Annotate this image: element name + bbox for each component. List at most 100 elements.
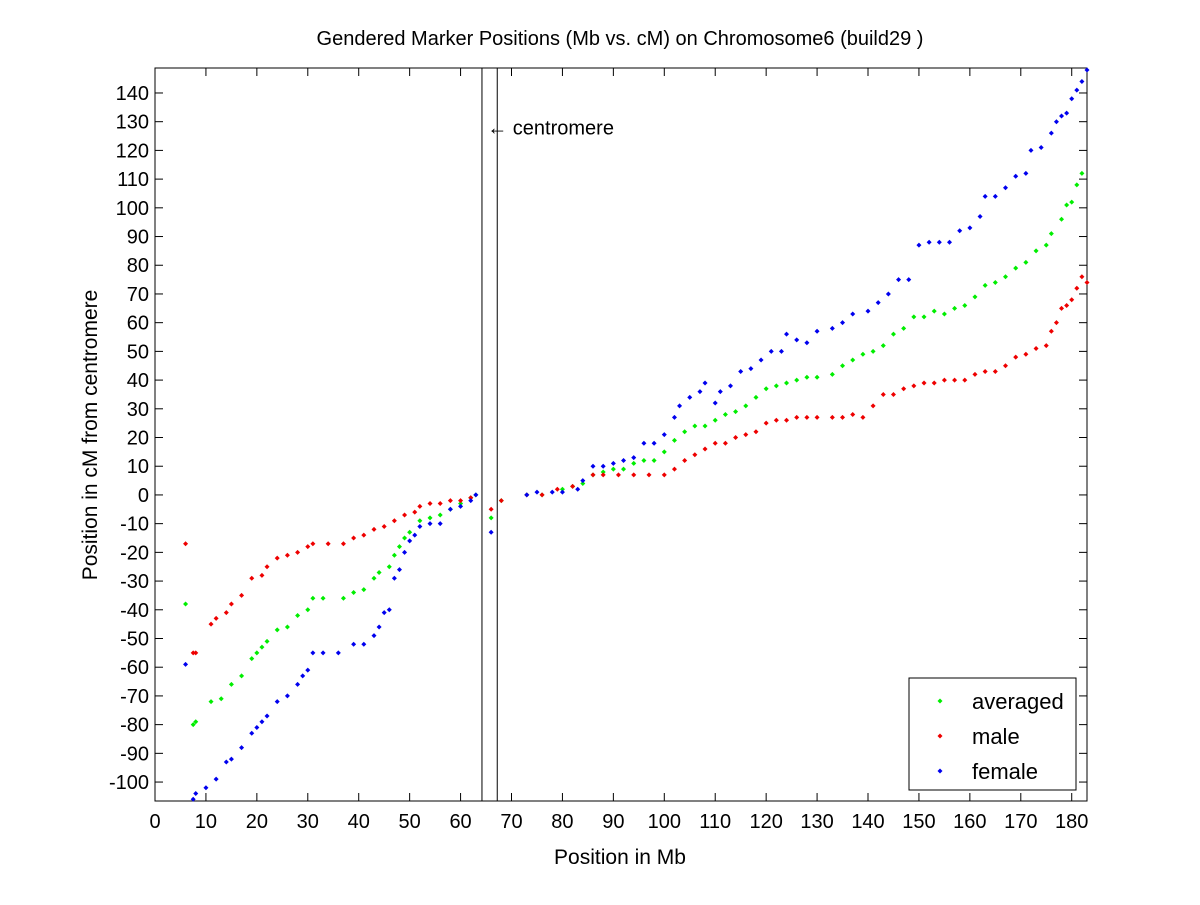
data-point-averaged [952,305,958,311]
data-point-averaged [722,412,728,418]
y-tick-label: 30 [127,399,149,421]
data-point-averaged [870,348,876,354]
data-point-averaged [671,437,677,443]
data-point-male [743,432,749,438]
data-point-female [305,667,311,673]
data-point-male [1048,328,1054,334]
data-point-averaged [733,409,739,415]
data-point-male [962,377,968,383]
data-point-female [926,239,932,245]
data-point-averaged [254,650,260,656]
legend-marker-male [937,733,943,739]
data-point-female [778,348,784,354]
data-point-male [804,414,810,420]
y-tick-label: -90 [120,743,149,765]
data-point-male [763,420,769,426]
data-point-female [1074,87,1080,93]
y-tick-label: 10 [127,456,149,478]
y-tick-label: 130 [116,112,149,134]
data-point-female [687,394,693,400]
data-point-male [646,472,652,478]
data-point-male [773,417,779,423]
data-point-male [682,457,688,463]
data-point-male [1033,346,1039,352]
data-point-female [203,785,209,791]
data-point-female [447,506,453,512]
data-point-female [381,610,387,616]
legend-label-averaged: averaged [972,689,1064,714]
x-tick-label: 60 [449,811,471,833]
data-point-averaged [351,590,357,596]
data-point-female [641,440,647,446]
data-point-female [982,193,988,199]
data-point-female [458,503,464,509]
data-point-averaged [860,351,866,357]
data-point-averaged [427,515,433,521]
data-point-female [228,756,234,762]
data-point-female [575,486,581,492]
data-point-male [249,575,255,581]
legend: averaged male female [908,677,1077,791]
data-point-male [712,440,718,446]
data-point-male [600,472,606,478]
data-point-averaged [417,518,423,524]
data-point-female [488,529,494,535]
data-point-male [437,501,443,507]
data-point-female [320,650,326,656]
data-point-female [580,478,586,484]
data-point-male [361,532,367,538]
data-point-female [738,368,744,374]
data-point-averaged [340,595,346,601]
data-point-female [183,661,189,667]
data-point-male [228,601,234,607]
data-point-male [193,650,199,656]
data-point-female [239,745,245,751]
data-point-averaged [1059,216,1065,222]
data-point-female [396,567,402,573]
data-point-female [534,489,540,495]
data-point-female [677,403,683,409]
data-point-male [901,386,907,392]
data-point-male [911,383,917,389]
data-point-averaged [850,357,856,363]
data-point-female [794,337,800,343]
data-point-female [727,383,733,389]
data-point-female [610,460,616,466]
data-point-male [631,472,637,478]
centromere-annotation: ← centromere [487,117,614,139]
data-point-male [208,621,214,627]
data-point-averaged [814,374,820,380]
data-point-female [468,498,474,504]
data-point-averaged [386,564,392,570]
data-point-female [885,291,891,297]
data-point-male [890,391,896,397]
y-tick-label: -70 [120,686,149,708]
data-point-averaged [804,374,810,380]
data-point-male [1023,351,1029,357]
data-point-averaged [972,294,978,300]
legend-label-male: male [972,724,1020,749]
data-point-averaged [488,515,494,521]
data-point-averaged [310,595,316,601]
data-point-male [427,501,433,507]
data-point-averaged [239,673,245,679]
data-point-male [784,417,790,423]
data-point-female [1069,96,1075,102]
data-point-averaged [682,429,688,435]
x-tick-label: 140 [851,811,884,833]
data-point-averaged [208,699,214,705]
data-point-male [972,371,978,377]
data-point-female [717,389,723,395]
data-point-averaged [1048,231,1054,237]
data-point-averaged [402,535,408,541]
y-tick-label: 50 [127,341,149,363]
data-point-male [539,492,545,498]
data-point-female [473,492,479,498]
data-point-male [794,414,800,420]
data-point-averaged [829,371,835,377]
data-point-female [1053,119,1059,125]
data-point-male [1064,302,1070,308]
data-point-averaged [743,403,749,409]
data-point-female [264,713,270,719]
data-point-female [412,532,418,538]
